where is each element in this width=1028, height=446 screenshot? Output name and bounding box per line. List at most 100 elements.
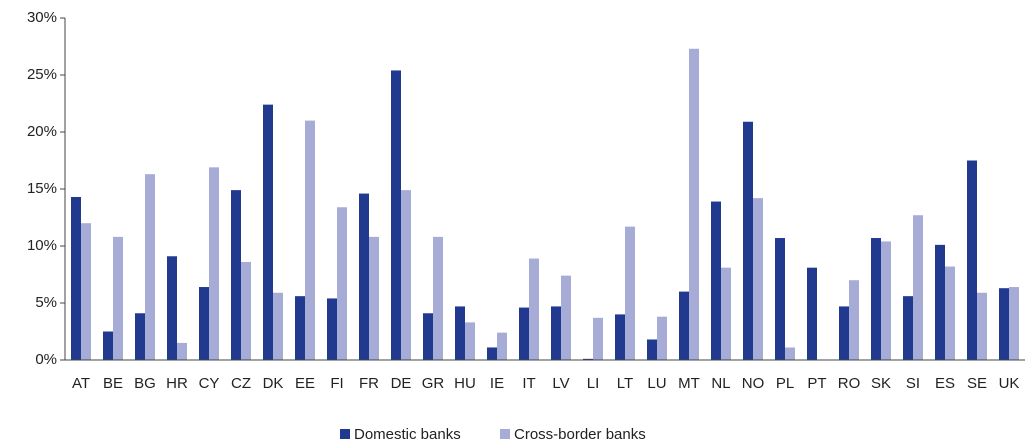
legend-label: Cross-border banks (514, 426, 646, 443)
x-tick-label: FI (330, 375, 343, 392)
bar (871, 238, 881, 360)
bar (657, 316, 667, 360)
y-tick-label: 10% (27, 237, 57, 254)
bar (337, 207, 347, 360)
x-tick-label: IE (490, 375, 504, 392)
y-tick-label: 25% (27, 66, 57, 83)
bar (167, 256, 177, 360)
bar (401, 190, 411, 360)
bar (529, 258, 539, 360)
bar (263, 104, 273, 360)
x-tick-label: DE (391, 375, 412, 392)
x-tick-label: PL (776, 375, 794, 392)
bar (807, 267, 817, 360)
bar (849, 280, 859, 360)
x-tick-label: RO (838, 375, 861, 392)
bar (625, 226, 635, 360)
x-tick-label: SK (871, 375, 891, 392)
x-tick-label: NO (742, 375, 765, 392)
x-tick-label: HU (454, 375, 476, 392)
x-tick-label: BE (103, 375, 123, 392)
bar (679, 291, 689, 360)
x-tick-label: GR (422, 375, 445, 392)
x-tick-label: LT (617, 375, 633, 392)
bar (711, 201, 721, 360)
bar (103, 331, 113, 360)
x-tick-label: CZ (231, 375, 251, 392)
bar (551, 306, 561, 360)
x-tick-label: AT (72, 375, 90, 392)
bar (903, 296, 913, 360)
y-tick-label: 30% (27, 9, 57, 26)
legend-swatch (340, 429, 350, 439)
bar (209, 167, 219, 360)
bar (359, 193, 369, 360)
bar (647, 339, 657, 360)
bar (423, 313, 433, 360)
bar (615, 314, 625, 360)
bar (497, 332, 507, 360)
bar (465, 322, 475, 360)
bar (721, 267, 731, 360)
legend-label: Domestic banks (354, 426, 461, 443)
bar (593, 317, 603, 360)
bar (935, 244, 945, 360)
bar (881, 241, 891, 360)
bar (839, 306, 849, 360)
bar (689, 48, 699, 360)
x-tick-label: SI (906, 375, 920, 392)
x-tick-label: LV (552, 375, 569, 392)
bar (945, 266, 955, 360)
x-tick-label: FR (359, 375, 379, 392)
bar (81, 223, 91, 360)
bar (455, 306, 465, 360)
x-tick-label: DK (263, 375, 284, 392)
x-tick-label: SE (967, 375, 987, 392)
bar (113, 236, 123, 360)
bar (785, 347, 795, 360)
x-tick-label: LU (647, 375, 666, 392)
bar (433, 236, 443, 360)
x-tick-label: LI (587, 375, 600, 392)
bar (369, 236, 379, 360)
bar (561, 275, 571, 360)
bar (71, 196, 81, 360)
bar (1009, 287, 1019, 360)
bar (135, 313, 145, 360)
x-tick-label: MT (678, 375, 700, 392)
bar (913, 215, 923, 360)
y-tick-label: 15% (27, 180, 57, 197)
bar (241, 261, 251, 360)
bar (391, 70, 401, 360)
y-tick-label: 5% (35, 294, 57, 311)
x-tick-label: HR (166, 375, 188, 392)
bar (519, 307, 529, 360)
bar (231, 190, 241, 360)
bar (583, 358, 593, 360)
x-tick-label: NL (711, 375, 730, 392)
bar (487, 347, 497, 360)
bar (775, 238, 785, 360)
bar (743, 121, 753, 361)
legend-swatch (500, 429, 510, 439)
bar (967, 160, 977, 360)
x-tick-label: IT (522, 375, 535, 392)
bar (753, 198, 763, 360)
x-tick-label: UK (999, 375, 1020, 392)
bar (295, 296, 305, 360)
bar (327, 298, 337, 360)
y-tick-label: 0% (35, 351, 57, 368)
bar (273, 292, 283, 360)
x-tick-label: PT (807, 375, 826, 392)
bar (199, 287, 209, 360)
y-tick-label: 20% (27, 123, 57, 140)
bar (999, 288, 1009, 360)
bar (977, 292, 987, 360)
x-tick-label: BG (134, 375, 156, 392)
bar (305, 120, 315, 360)
x-tick-label: ES (935, 375, 955, 392)
x-tick-label: CY (199, 375, 220, 392)
x-tick-label: EE (295, 375, 315, 392)
bar (145, 174, 155, 360)
